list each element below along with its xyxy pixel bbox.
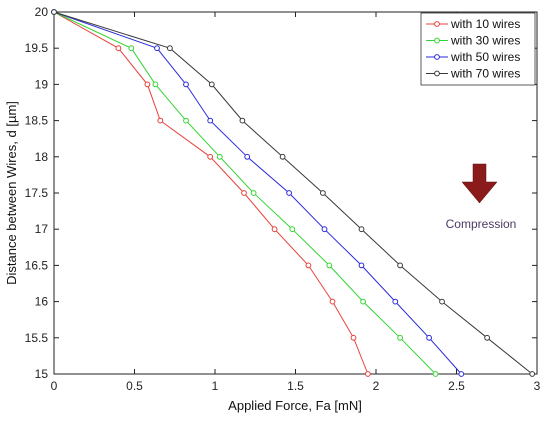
legend-marker bbox=[434, 54, 440, 60]
y-tick-label: 17 bbox=[35, 222, 49, 236]
data-point bbox=[183, 81, 189, 88]
x-tick-label: 1.5 bbox=[287, 379, 304, 393]
data-point bbox=[152, 81, 159, 88]
data-point bbox=[289, 226, 296, 233]
data-point bbox=[392, 298, 399, 305]
data-point bbox=[350, 334, 357, 341]
y-tick-label: 19.5 bbox=[25, 41, 49, 55]
data-point bbox=[326, 262, 333, 269]
data-point bbox=[216, 153, 223, 160]
compression-label: Compression bbox=[446, 217, 517, 231]
x-tick-label: 2 bbox=[373, 379, 380, 393]
data-point bbox=[241, 190, 247, 196]
axis-ticks: 0 0.5 1 1.5 2 2.5 3 15 15.5 16 16.5 17 17.5 18 18.5 19 1… bbox=[25, 5, 541, 393]
data-point bbox=[157, 117, 164, 124]
data-point bbox=[208, 81, 215, 88]
data-point bbox=[360, 298, 367, 305]
data-point bbox=[250, 190, 257, 196]
data-point bbox=[426, 334, 433, 341]
y-tick-label: 20 bbox=[35, 5, 49, 19]
y-tick-label: 15 bbox=[35, 367, 49, 381]
x-axis-label: Applied Force, Fa [mN] bbox=[228, 398, 362, 413]
series-points bbox=[51, 9, 536, 377]
legend-marker bbox=[434, 70, 440, 77]
y-tick-label: 16.5 bbox=[25, 258, 49, 272]
data-point bbox=[154, 45, 160, 52]
x-tick-label: 0 bbox=[51, 379, 58, 393]
legend-items: with 10 wires with 30 wires with 50 wires w… bbox=[426, 17, 520, 81]
y-tick-label: 18.5 bbox=[25, 114, 49, 128]
legend-marker bbox=[434, 37, 440, 44]
legend-item-1: with 10 wires bbox=[426, 17, 520, 31]
data-point bbox=[358, 226, 365, 233]
data-point bbox=[271, 226, 278, 233]
data-point bbox=[244, 153, 251, 160]
data-point bbox=[397, 334, 404, 341]
compression-arrow-icon bbox=[461, 163, 498, 204]
data-point bbox=[207, 153, 214, 160]
x-tick-label: 3 bbox=[534, 379, 541, 393]
y-tick-label: 15.5 bbox=[25, 331, 49, 345]
data-point bbox=[320, 190, 326, 196]
legend: with 10 wires with 30 wires with 50 wires w… bbox=[420, 12, 536, 86]
compression-annotation: Compression bbox=[446, 163, 517, 231]
legend-label: with 30 wires bbox=[450, 34, 520, 48]
data-point bbox=[183, 117, 189, 124]
x-tick-label: 0.5 bbox=[126, 379, 143, 393]
legend-marker bbox=[434, 21, 440, 27]
data-point bbox=[365, 371, 371, 377]
data-point bbox=[432, 371, 439, 377]
data-point bbox=[239, 117, 246, 124]
data-point bbox=[458, 371, 465, 377]
data-point bbox=[305, 262, 312, 269]
data-point bbox=[144, 81, 151, 88]
data-point bbox=[321, 226, 328, 233]
data-point bbox=[207, 117, 214, 124]
data-point bbox=[358, 262, 365, 269]
legend-label: with 70 wires bbox=[450, 67, 520, 81]
y-axis-label: Distance between Wires, d [µm] bbox=[4, 101, 19, 285]
data-point bbox=[115, 45, 122, 52]
y-tick-label: 19 bbox=[35, 77, 49, 91]
y-tick-label: 17.5 bbox=[25, 186, 49, 200]
legend-label: with 10 wires bbox=[450, 17, 520, 31]
y-tick-label: 18 bbox=[35, 150, 49, 164]
x-tick-label: 1 bbox=[212, 379, 219, 393]
data-point bbox=[128, 45, 135, 52]
data-point bbox=[279, 153, 286, 160]
data-point bbox=[484, 334, 491, 341]
x-tick-label: 2.5 bbox=[448, 379, 465, 393]
legend-item-4: with 70 wires bbox=[426, 67, 520, 81]
legend-item-3: with 50 wires bbox=[426, 50, 520, 64]
data-point bbox=[51, 9, 57, 15]
data-point bbox=[329, 298, 336, 305]
legend-label: with 50 wires bbox=[450, 50, 520, 64]
y-tick-label: 16 bbox=[35, 295, 49, 309]
data-point bbox=[439, 298, 445, 305]
legend-item-2: with 30 wires bbox=[426, 34, 520, 48]
data-point bbox=[167, 45, 173, 52]
data-point bbox=[529, 371, 536, 377]
data-point bbox=[286, 190, 293, 196]
data-point bbox=[397, 262, 404, 269]
